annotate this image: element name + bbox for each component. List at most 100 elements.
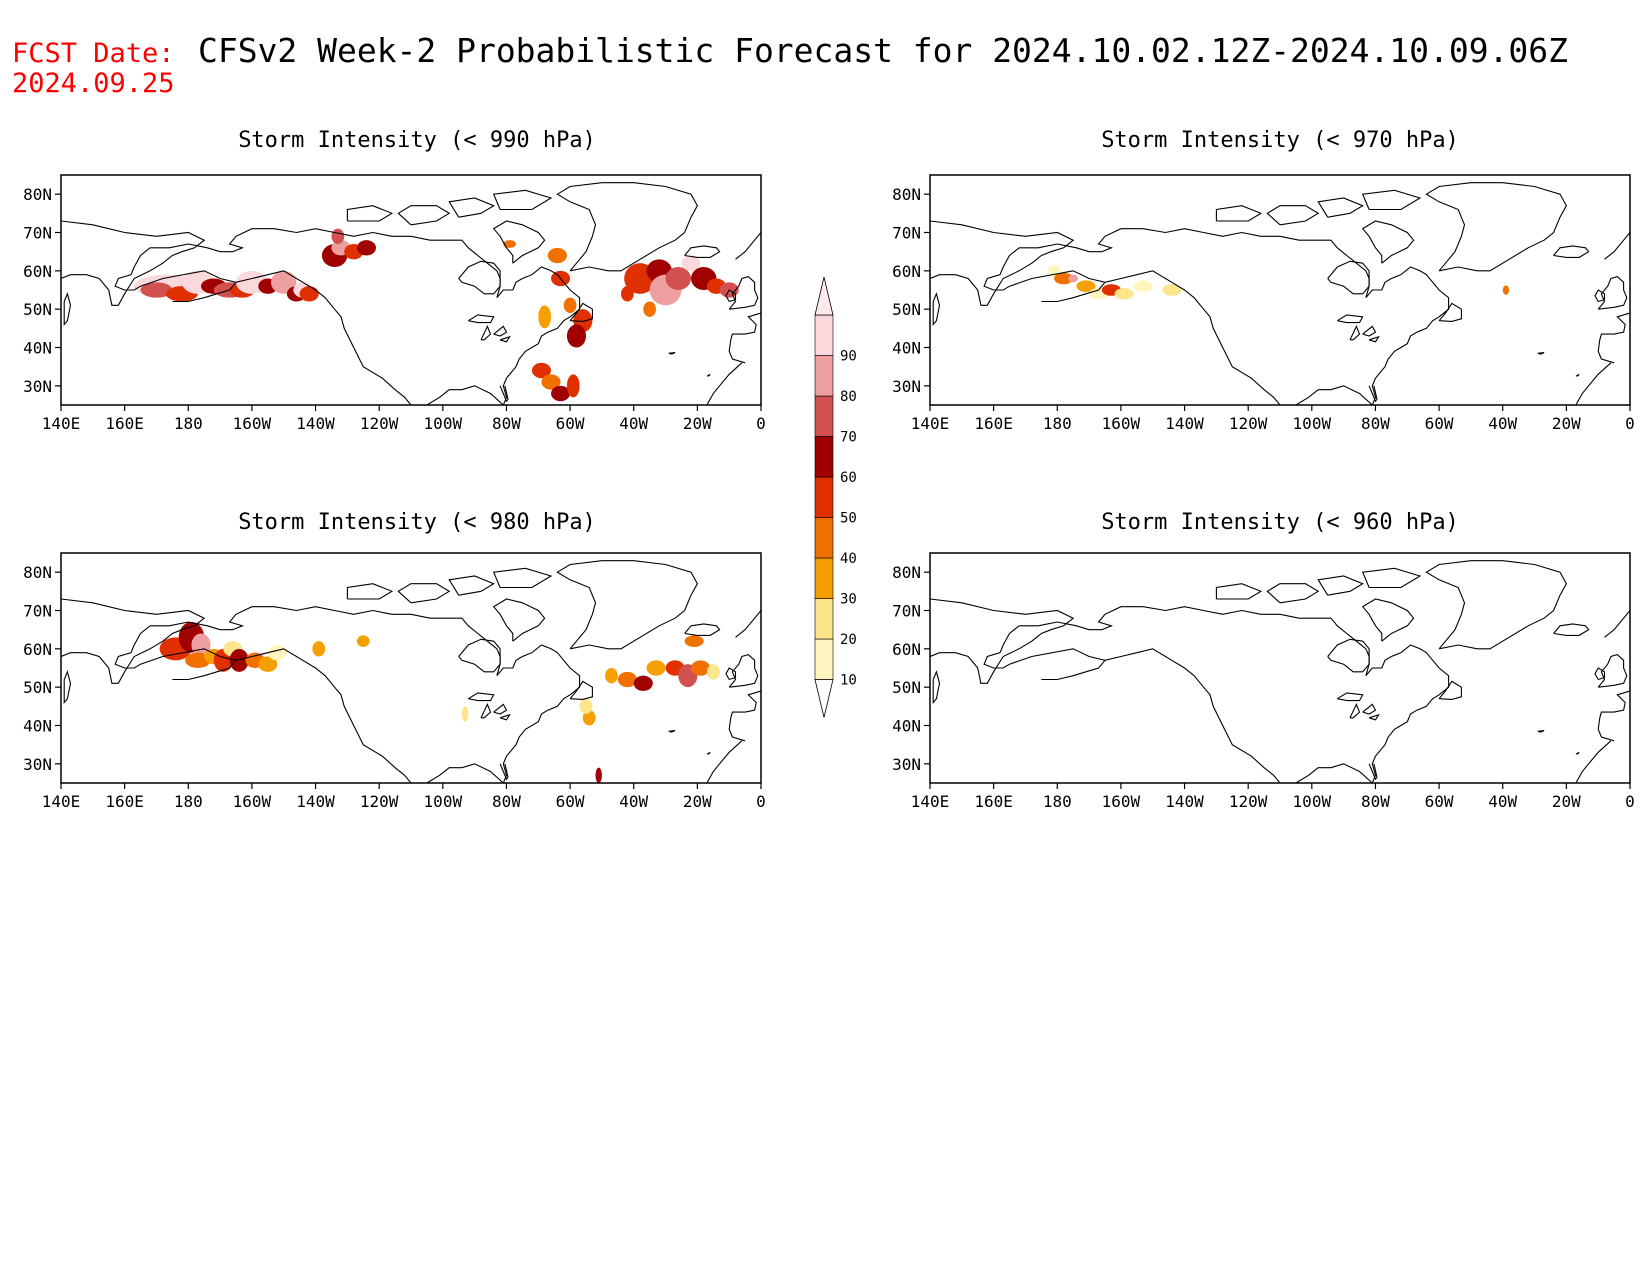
coastline bbox=[397, 205, 451, 226]
coastline bbox=[1361, 567, 1422, 589]
coastlines bbox=[930, 560, 1630, 783]
probability-cell bbox=[267, 645, 287, 661]
colorbar-segment bbox=[814, 436, 834, 478]
probability-cell bbox=[551, 385, 571, 402]
lon-tick-label: 60W bbox=[556, 792, 585, 811]
coastline bbox=[499, 385, 509, 403]
coastline bbox=[1215, 205, 1263, 222]
probability-cell bbox=[299, 286, 319, 302]
coastline bbox=[1575, 362, 1612, 405]
coastline bbox=[61, 598, 206, 684]
probability-cell bbox=[566, 374, 580, 398]
lon-tick-label: 0 bbox=[756, 792, 766, 811]
coastline bbox=[1368, 335, 1380, 343]
probability-cell bbox=[566, 324, 586, 348]
coastline bbox=[1337, 692, 1364, 702]
coastline bbox=[569, 302, 593, 322]
coastline bbox=[480, 325, 492, 341]
lon-tick-label: 40W bbox=[619, 414, 648, 433]
colorbar-label: 70 bbox=[840, 430, 857, 446]
probability-cell bbox=[617, 671, 637, 688]
coastline bbox=[728, 275, 759, 310]
lat-tick-label: 60N bbox=[23, 640, 52, 659]
coastline bbox=[1361, 220, 1415, 264]
coastline bbox=[556, 560, 699, 650]
coastline bbox=[684, 623, 721, 636]
lat-tick-label: 60N bbox=[892, 262, 921, 281]
coastline bbox=[468, 314, 495, 324]
coastline bbox=[1362, 703, 1377, 715]
map-frame bbox=[60, 174, 762, 406]
coastline bbox=[930, 598, 1075, 684]
coastline bbox=[172, 659, 237, 681]
probability-cell bbox=[605, 668, 618, 684]
lon-tick-label: 140W bbox=[296, 792, 335, 811]
coastline bbox=[492, 598, 546, 642]
probability-cell bbox=[271, 270, 297, 294]
coastline bbox=[1368, 713, 1380, 721]
coastline bbox=[735, 232, 761, 260]
probability-cell bbox=[1068, 274, 1078, 283]
colorbar-top-arrow bbox=[814, 276, 834, 316]
coastline bbox=[61, 220, 206, 306]
lat-tick-label: 80N bbox=[23, 563, 52, 582]
coastline bbox=[728, 690, 761, 742]
lat-tick-label: 60N bbox=[23, 262, 52, 281]
probability-cell bbox=[706, 664, 720, 680]
lat-tick-label: 80N bbox=[892, 185, 921, 204]
lon-tick-label: 20W bbox=[683, 792, 712, 811]
probability-cell bbox=[140, 282, 173, 298]
map-frame bbox=[929, 552, 1631, 784]
coastline bbox=[1575, 740, 1612, 783]
lon-tick-label: 100W bbox=[424, 414, 463, 433]
lat-tick-label: 40N bbox=[892, 717, 921, 736]
lat-tick-label: 30N bbox=[892, 755, 921, 774]
lon-tick-label: 100W bbox=[1293, 792, 1332, 811]
probability-field bbox=[159, 622, 720, 783]
coastline bbox=[1594, 667, 1606, 681]
lon-tick-label: 160W bbox=[233, 414, 272, 433]
lon-tick-label: 80W bbox=[1361, 414, 1390, 433]
lon-tick-label: 140E bbox=[42, 414, 81, 433]
panel-title: Storm Intensity (< 970 hPa) bbox=[1101, 128, 1459, 153]
lon-tick-label: 140W bbox=[1165, 792, 1204, 811]
probability-cell bbox=[547, 247, 567, 264]
coastline bbox=[735, 610, 761, 638]
coastline bbox=[499, 335, 511, 343]
lon-tick-label: 160W bbox=[1102, 792, 1141, 811]
coastline bbox=[1425, 182, 1568, 272]
coastline bbox=[983, 228, 1450, 405]
figure-title: CFSv2 Week-2 Probabilistic Forecast for … bbox=[198, 31, 1568, 70]
coastline bbox=[1537, 729, 1545, 733]
colorbar-label: 30 bbox=[840, 592, 857, 608]
colorbar-segment bbox=[814, 476, 834, 518]
coastline bbox=[1349, 325, 1361, 341]
lat-tick-label: 60N bbox=[892, 640, 921, 659]
lon-tick-label: 0 bbox=[1625, 792, 1635, 811]
coastline bbox=[1041, 659, 1106, 681]
coastline bbox=[1215, 583, 1263, 600]
coastline bbox=[172, 281, 237, 303]
probability-cell bbox=[541, 374, 561, 390]
probability-field bbox=[1047, 265, 1510, 300]
map-frame bbox=[929, 174, 1631, 406]
lon-tick-label: 140W bbox=[1165, 414, 1204, 433]
lon-tick-label: 80W bbox=[492, 414, 521, 433]
coastline bbox=[1368, 385, 1378, 403]
lat-tick-label: 50N bbox=[892, 678, 921, 697]
coastline bbox=[1597, 275, 1628, 310]
lat-tick-label: 30N bbox=[23, 755, 52, 774]
lat-tick-label: 70N bbox=[892, 224, 921, 243]
coastline bbox=[468, 692, 495, 702]
colorbar-segment bbox=[814, 395, 834, 437]
lat-tick-label: 70N bbox=[23, 602, 52, 621]
panel-title: Storm Intensity (< 960 hPa) bbox=[1101, 510, 1459, 535]
probability-cell bbox=[681, 255, 701, 271]
coastline bbox=[1438, 680, 1462, 700]
coastline bbox=[706, 751, 711, 755]
lat-tick-label: 40N bbox=[23, 717, 52, 736]
lon-tick-label: 40W bbox=[1488, 414, 1517, 433]
fcst-date-label: FCST Date: bbox=[12, 38, 175, 69]
coastline bbox=[458, 260, 501, 295]
coastline bbox=[492, 220, 546, 264]
